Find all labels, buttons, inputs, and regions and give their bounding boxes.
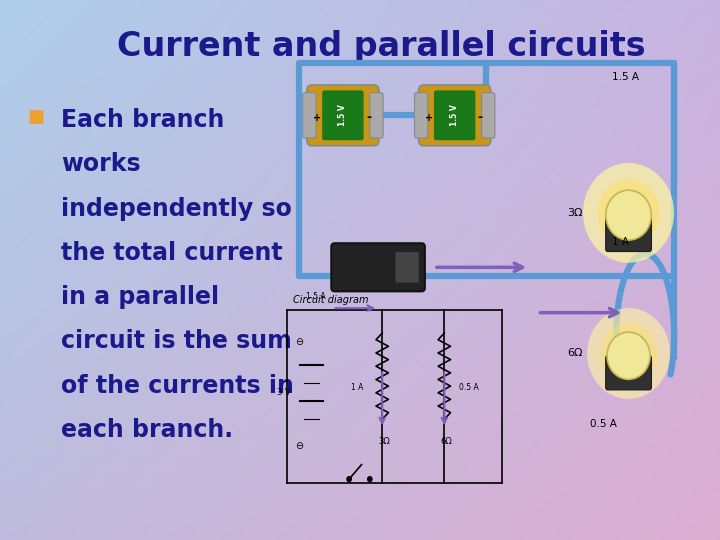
Text: +: +: [313, 113, 321, 123]
Text: 6Ω: 6Ω: [441, 437, 452, 447]
Text: each branch.: each branch.: [61, 418, 233, 442]
Text: 3Ω: 3Ω: [567, 208, 583, 218]
Text: Circuit diagram: Circuit diagram: [293, 294, 369, 305]
FancyBboxPatch shape: [434, 90, 475, 140]
Text: independently so: independently so: [61, 197, 292, 220]
Circle shape: [606, 190, 652, 240]
Text: 3 V: 3 V: [277, 388, 291, 396]
FancyBboxPatch shape: [482, 93, 495, 138]
Text: Current and parallel circuits: Current and parallel circuits: [117, 30, 646, 63]
Text: Each branch: Each branch: [61, 108, 225, 132]
Text: ⊖: ⊖: [295, 442, 304, 451]
Circle shape: [367, 476, 373, 482]
Circle shape: [588, 308, 670, 399]
FancyBboxPatch shape: [606, 215, 652, 252]
Text: ⊖: ⊖: [295, 337, 304, 347]
FancyBboxPatch shape: [370, 93, 383, 138]
Text: 1 A: 1 A: [612, 238, 629, 247]
FancyBboxPatch shape: [418, 85, 491, 146]
Text: 1 A: 1 A: [351, 383, 364, 392]
Text: in a parallel: in a parallel: [61, 285, 220, 309]
FancyBboxPatch shape: [302, 93, 316, 138]
Circle shape: [346, 476, 352, 482]
Circle shape: [607, 332, 650, 379]
Text: of the currents in: of the currents in: [61, 374, 294, 397]
Text: -: -: [366, 111, 371, 124]
Text: circuit is the sum: circuit is the sum: [61, 329, 292, 353]
Text: ■: ■: [27, 108, 45, 126]
Text: +: +: [425, 113, 433, 123]
Text: 1.5 V: 1.5 V: [338, 104, 347, 126]
Text: works: works: [61, 152, 141, 176]
FancyBboxPatch shape: [323, 90, 364, 140]
FancyBboxPatch shape: [395, 252, 420, 283]
Text: 3Ω: 3Ω: [379, 437, 390, 447]
Text: 6Ω: 6Ω: [567, 348, 583, 359]
Text: 1.5 A: 1.5 A: [612, 72, 639, 82]
FancyBboxPatch shape: [606, 356, 652, 390]
Circle shape: [583, 163, 674, 263]
FancyBboxPatch shape: [331, 243, 425, 292]
Text: 0.5 A: 0.5 A: [459, 383, 479, 392]
FancyBboxPatch shape: [415, 93, 428, 138]
Text: the total current: the total current: [61, 241, 283, 265]
Text: -: -: [478, 111, 483, 124]
Circle shape: [600, 322, 657, 385]
Circle shape: [598, 179, 660, 247]
Text: 0.5 A: 0.5 A: [590, 419, 617, 429]
Text: 1.5 A: 1.5 A: [306, 292, 326, 301]
Text: 1.5 V: 1.5 V: [450, 104, 459, 126]
FancyBboxPatch shape: [307, 85, 379, 146]
